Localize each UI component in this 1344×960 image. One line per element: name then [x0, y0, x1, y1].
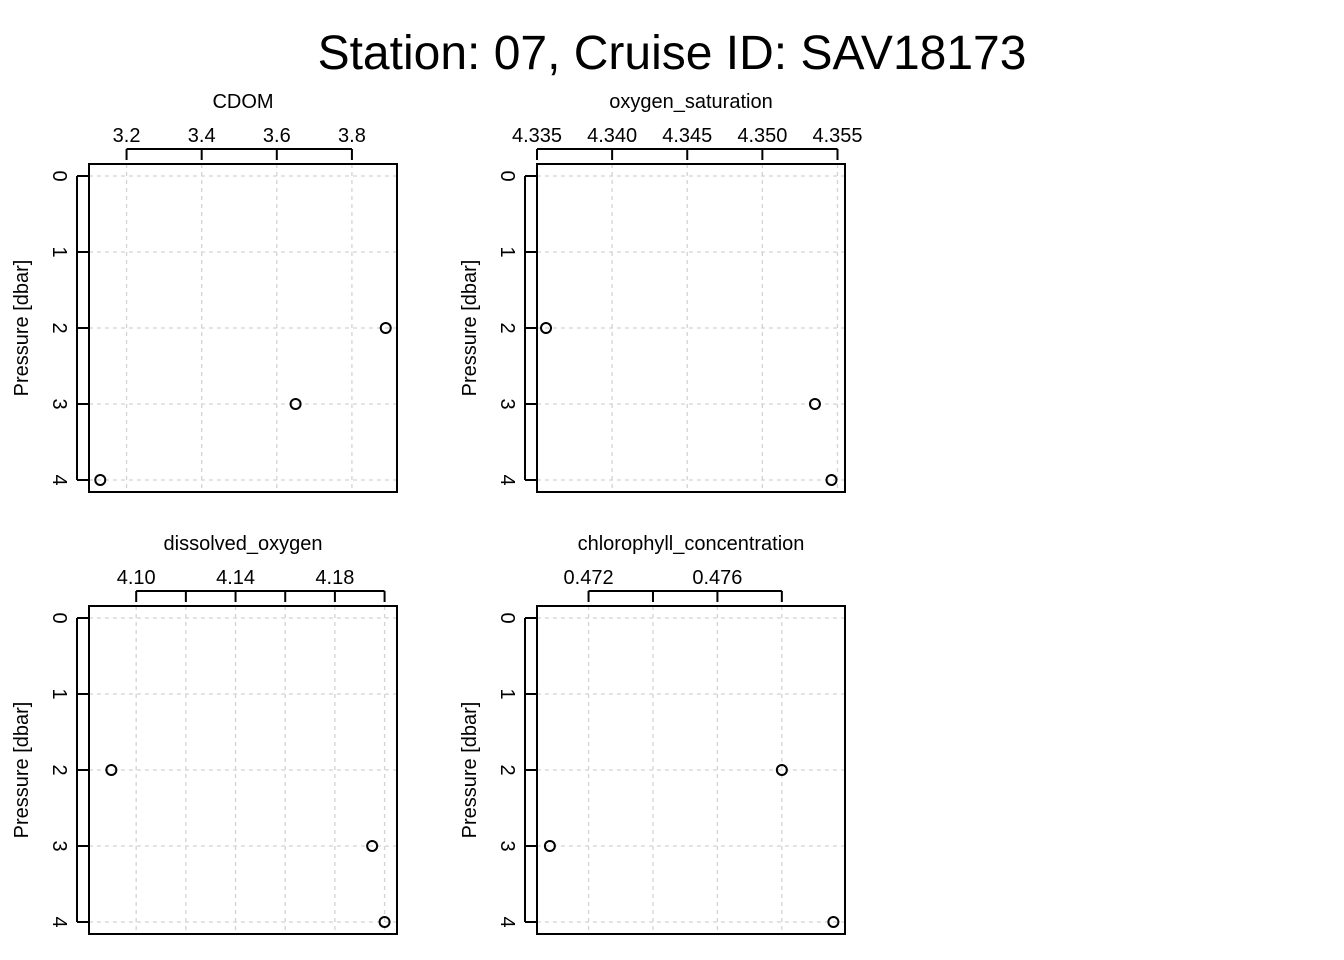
x-tick-label: 3.6	[263, 125, 291, 147]
x-tick-label: 4.18	[315, 567, 354, 589]
data-point	[827, 916, 840, 928]
panel-title: oxygen_saturation	[609, 91, 772, 113]
data-point	[825, 474, 838, 486]
y-tick-label: 2	[496, 764, 518, 775]
x-tick-label: 4.340	[587, 125, 637, 147]
y-axis-label: Pressure [dbar]	[11, 260, 33, 397]
data-point	[808, 398, 821, 410]
y-tick-label: 0	[48, 612, 70, 623]
data-point	[540, 322, 553, 334]
panel-2: 4.335 4.340 4.345 4.350 4.355 0 1 2 3 4 oxygen_sat…	[459, 91, 863, 493]
x-tick-label: 0.476	[692, 567, 742, 589]
data-point	[94, 474, 107, 486]
y-axis-label: Pressure [dbar]	[459, 702, 481, 839]
y-tick-label: 4	[48, 474, 70, 485]
y-tick-label: 3	[496, 398, 518, 409]
y-tick-label: 3	[48, 840, 70, 851]
y-axis-label: Pressure [dbar]	[11, 702, 33, 839]
data-point	[543, 840, 556, 852]
panel-3: 4.10 4.14 4.18 0 1 2 3 4 dissolved_oxygen Pressur…	[11, 533, 398, 935]
x-tick-label: 4.14	[216, 567, 255, 589]
y-tick-label: 0	[48, 170, 70, 181]
x-tick-label: 4.345	[662, 125, 712, 147]
data-point	[379, 322, 392, 334]
y-tick-label: 1	[48, 246, 70, 257]
y-tick-label: 3	[496, 840, 518, 851]
x-tick-label: 0.472	[564, 567, 614, 589]
panel-1: 3.2 3.4 3.6 3.8 0 1 2 3 4 CDOM Pressure [dbar]	[11, 91, 398, 493]
y-tick-label: 4	[496, 474, 518, 485]
x-tick-label: 3.4	[188, 125, 216, 147]
data-point	[366, 840, 379, 852]
x-tick-label: 3.8	[338, 125, 366, 147]
data-point	[378, 916, 391, 928]
y-tick-label: 3	[48, 398, 70, 409]
panel-title: dissolved_oxygen	[164, 533, 323, 555]
y-tick-label: 1	[48, 688, 70, 699]
x-tick-label: 3.2	[113, 125, 141, 147]
y-tick-label: 1	[496, 688, 518, 699]
data-point	[775, 764, 788, 776]
y-tick-label: 1	[496, 246, 518, 257]
y-tick-label: 4	[496, 916, 518, 927]
y-tick-label: 0	[496, 170, 518, 181]
y-tick-label: 0	[496, 612, 518, 623]
data-point	[289, 398, 302, 410]
y-axis-label: Pressure [dbar]	[459, 260, 481, 397]
y-tick-label: 2	[48, 322, 70, 333]
x-tick-label: 4.335	[512, 125, 562, 147]
panel-title: CDOM	[212, 91, 273, 113]
x-tick-label: 4.350	[737, 125, 787, 147]
x-tick-label: 4.10	[117, 567, 156, 589]
x-tick-label: 4.355	[812, 125, 862, 147]
y-tick-label: 2	[496, 322, 518, 333]
data-point	[105, 764, 118, 776]
panel-4: 0.472 0.476 0 1 2 3 4 chlorophyll_concentration…	[459, 533, 846, 935]
y-tick-label: 4	[48, 916, 70, 927]
panel-title: chlorophyll_concentration	[578, 533, 805, 555]
y-tick-label: 2	[48, 764, 70, 775]
figure-title: Station: 07, Cruise ID: SAV18173	[318, 27, 1027, 80]
